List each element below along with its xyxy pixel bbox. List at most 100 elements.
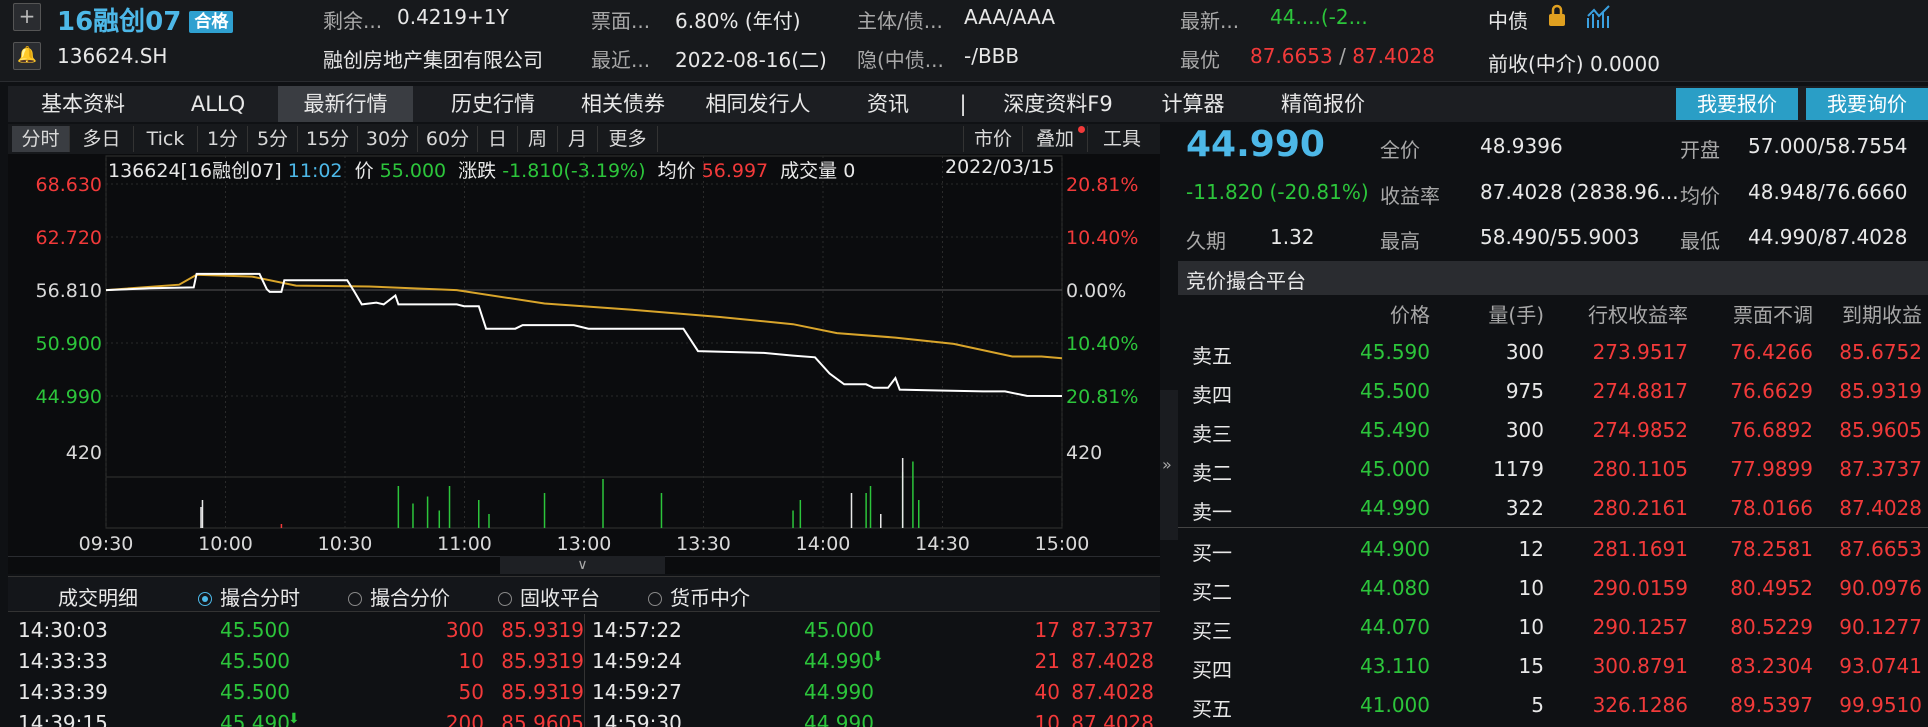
tool-week[interactable]: 周 [518, 126, 558, 152]
ask-row[interactable]: 卖三 45.490 300 274.9852 76.6892 85.9605 [1178, 410, 1928, 449]
book-maturity-yield: 87.4028 [1839, 496, 1922, 520]
avg-value: 48.948/76.6660 [1748, 180, 1908, 204]
radio-off-icon[interactable] [648, 592, 662, 606]
trade-yield: 85.9319 [501, 680, 584, 704]
trend-chart-icon[interactable] [1586, 4, 1612, 28]
bell-icon[interactable]: 🔔 [13, 42, 41, 70]
trade-qty: 200 [445, 711, 484, 727]
tab-separator: | [959, 92, 967, 116]
tool-60m[interactable]: 60分 [418, 126, 478, 152]
col-qty: 量(手) [1488, 303, 1544, 327]
bid-row[interactable]: 买四 43.110 15 300.8791 83.2304 93.0741 [1178, 646, 1928, 685]
inquiry-button[interactable]: 我要询价 [1806, 88, 1928, 120]
tool-more[interactable]: 更多 [598, 126, 658, 152]
book-price: 44.990 [1360, 496, 1430, 520]
x-axis-label: 14:30 [915, 533, 970, 555]
quote-button[interactable]: 我要报价 [1676, 88, 1798, 120]
tab-compact[interactable]: 精简报价 [1281, 92, 1365, 116]
tool-tools[interactable]: 工具 [1102, 128, 1141, 150]
tool-1m[interactable]: 1分 [198, 126, 248, 152]
radio-off-icon[interactable] [498, 592, 512, 606]
trade-qty: 10 [458, 649, 484, 673]
avg-label: 均价 [1680, 184, 1720, 208]
book-exercise-yield: 274.9852 [1592, 418, 1688, 442]
trade-price: 45.500 [220, 618, 290, 642]
tab-fixed-income[interactable]: 固收平台 [498, 582, 600, 611]
tool-day[interactable]: 日 [478, 126, 518, 152]
tab-fixed-income-label: 固收平台 [520, 586, 600, 610]
recent-label: 最近... [591, 48, 651, 72]
best-ask: 87.4028 [1352, 44, 1435, 68]
issuer-name[interactable]: 融创房地产集团有限公司 [323, 48, 543, 72]
trade-price: 44.990 [804, 680, 874, 704]
tool-intraday[interactable]: 分时 [12, 126, 70, 152]
intraday-chart[interactable]: 136624[16融创07] 11:02 价 55.000 涨跌 -1.810(… [8, 154, 1160, 556]
expand-arrow-icon[interactable]: » [1162, 455, 1172, 474]
tool-5m[interactable]: 5分 [248, 126, 298, 152]
latest-value: 44....(-2... [1270, 5, 1368, 29]
implied-value: -/BBB [964, 44, 1020, 68]
trade-price: 45.500 [220, 649, 290, 673]
ask-row[interactable]: 卖五 45.590 300 273.9517 76.4266 85.6752 [1178, 332, 1928, 371]
tab-related[interactable]: 相关债券 [581, 92, 665, 116]
tab-calculator[interactable]: 计算器 [1161, 92, 1225, 116]
trade-qty: 17 [1034, 618, 1060, 642]
tab-allq[interactable]: ALLQ [190, 92, 246, 116]
bid-row[interactable]: 买五 41.000 5 326.1286 89.5397 99.9510 [1178, 685, 1928, 724]
table-row: 14:59:27 44.990 40 87.4028 [592, 676, 1160, 707]
tab-match-price-label: 撮合分价 [370, 586, 450, 610]
col-price: 价格 [1390, 303, 1430, 327]
collapse-chevron-icon[interactable]: ∨ [500, 556, 665, 574]
table-row: 14:39:15 45.490 ⬇ 200 85.9605 [8, 707, 584, 727]
tool-month[interactable]: 月 [558, 126, 598, 152]
book-exercise-yield: 290.1257 [1592, 615, 1688, 639]
tab-same-issuer[interactable]: 相同发行人 [705, 92, 811, 116]
chart-vol: 0 [843, 160, 856, 182]
panel-splitter[interactable]: » [1160, 390, 1178, 540]
tool-30m[interactable]: 30分 [358, 126, 418, 152]
bid-row[interactable]: 买一 44.900 12 281.1691 78.2581 87.6653 [1178, 529, 1928, 568]
platform-title: 竞价撮合平台 [1186, 269, 1306, 293]
book-maturity-yield: 85.9605 [1839, 418, 1922, 442]
x-axis-label: 10:00 [198, 533, 253, 555]
tab-f9[interactable]: 深度资料F9 [1003, 92, 1113, 116]
book-qty: 300 [1505, 340, 1544, 364]
bid-row[interactable]: 买三 44.070 10 290.1257 80.5229 90.1277 [1178, 607, 1928, 646]
tool-multiday[interactable]: 多日 [70, 126, 134, 152]
ask-row[interactable]: 卖一 44.990 322 280.2161 78.0166 87.4028 [1178, 488, 1928, 527]
tool-tick[interactable]: Tick [134, 126, 198, 152]
tab-basic[interactable]: 基本资料 [41, 92, 125, 116]
tab-news[interactable]: 资讯 [867, 92, 909, 116]
trade-time: 14:30:03 [18, 618, 108, 642]
ask-row[interactable]: 卖四 45.500 975 274.8817 76.6629 85.9319 [1178, 371, 1928, 410]
book-coupon-fixed: 77.9899 [1730, 457, 1813, 481]
y-axis-label-left: 68.630 [36, 174, 102, 196]
tool-15m[interactable]: 15分 [298, 126, 358, 152]
tab-match-price[interactable]: 撮合分价 [348, 582, 450, 611]
table-row: 14:33:33 45.500 10 85.9319 [8, 645, 584, 676]
radio-off-icon[interactable] [348, 592, 362, 606]
tool-overlay[interactable]: 叠加 [1023, 126, 1088, 152]
lock-icon[interactable] [1546, 4, 1568, 26]
rating-label: 主体/债... [857, 9, 943, 33]
add-button[interactable]: + [13, 3, 41, 31]
radio-on-icon[interactable] [198, 592, 212, 606]
tab-match-time[interactable]: 撮合分时 [198, 582, 300, 611]
price-plot: 68.630 62.720 56.810 50.900 44.990 20.81% 10.4… [36, 155, 1138, 555]
tool-market-price[interactable]: 市价 [963, 126, 1023, 152]
trade-time: 14:59:27 [592, 680, 682, 704]
x-axis-label: 15:00 [1035, 533, 1090, 555]
book-coupon-fixed: 80.4952 [1730, 576, 1813, 600]
x-axis-label: 10:30 [318, 533, 373, 555]
book-coupon-fixed: 78.0166 [1730, 496, 1813, 520]
tab-broker[interactable]: 货币中介 [648, 582, 750, 611]
trade-qty: 21 [1034, 649, 1060, 673]
book-exercise-yield: 280.1105 [1592, 457, 1688, 481]
trade-qty: 40 [1034, 680, 1060, 704]
book-coupon-fixed: 76.6629 [1730, 379, 1813, 403]
bid-row[interactable]: 买二 44.080 10 290.0159 80.4952 90.0976 [1178, 568, 1928, 607]
tab-history[interactable]: 历史行情 [451, 92, 535, 116]
tab-latest[interactable]: 最新行情 [278, 86, 413, 122]
ask-row[interactable]: 卖二 45.000 1179 280.1105 77.9899 87.3737 [1178, 449, 1928, 488]
quote-panel: 44.990 -11.820 (-20.81%) 全价 48.9396 收益率 … [1178, 124, 1928, 727]
